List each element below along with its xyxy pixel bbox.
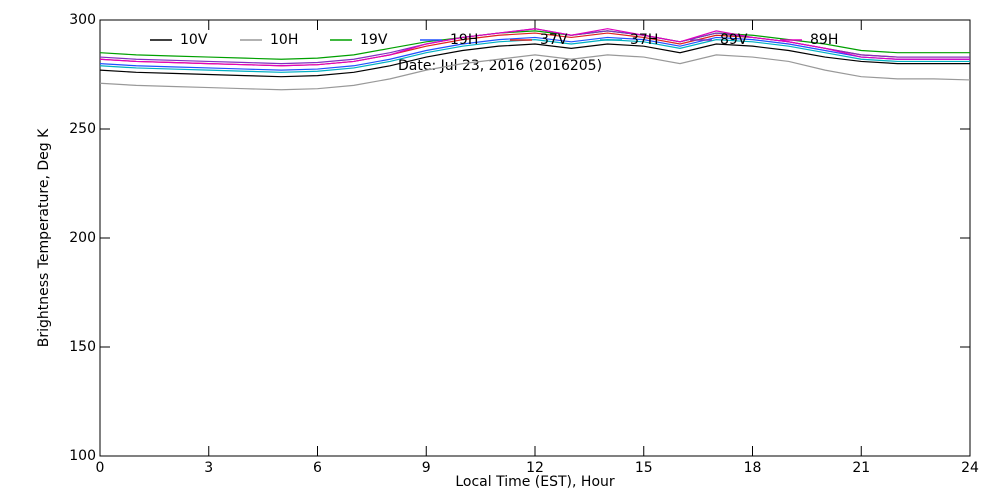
legend-label: 19V [360,32,388,48]
annotation: Date: Jul 23, 2016 (2016205) [398,58,602,74]
y-tick-label: 150 [69,339,96,355]
legend-label: 89H [810,32,838,48]
y-tick-label: 250 [69,121,96,137]
y-axis-label: Brightness Temperature, Deg K [36,128,52,347]
series-line [99,30,970,60]
legend-label: 10H [270,32,298,48]
series-line [99,54,971,91]
plot-frame [99,19,971,457]
x-tick-label: 18 [744,460,762,476]
y-tick-label: 100 [69,448,96,464]
legend-label: 89V [720,32,748,48]
x-axis-label: Local Time (EST), Hour [455,474,615,490]
x-tick-label: 15 [635,460,653,476]
y-tick-label: 200 [69,230,96,246]
y-tick-label: 300 [69,12,96,28]
series-line [99,28,970,67]
legend-label: 37H [630,32,658,48]
x-tick-label: 9 [422,460,431,476]
x-tick-label: 24 [961,460,979,476]
x-tick-label: 3 [204,460,213,476]
series-line [99,39,970,73]
legend-label: 37V [540,32,568,48]
x-tick-label: 21 [852,460,870,476]
series-line [99,43,970,78]
series-line [99,36,970,71]
x-tick-label: 12 [526,460,544,476]
legend-label: 19H [450,32,478,48]
x-tick-label: 6 [313,460,322,476]
legend-label: 10V [180,32,208,48]
x-tick-label: 0 [96,460,105,476]
